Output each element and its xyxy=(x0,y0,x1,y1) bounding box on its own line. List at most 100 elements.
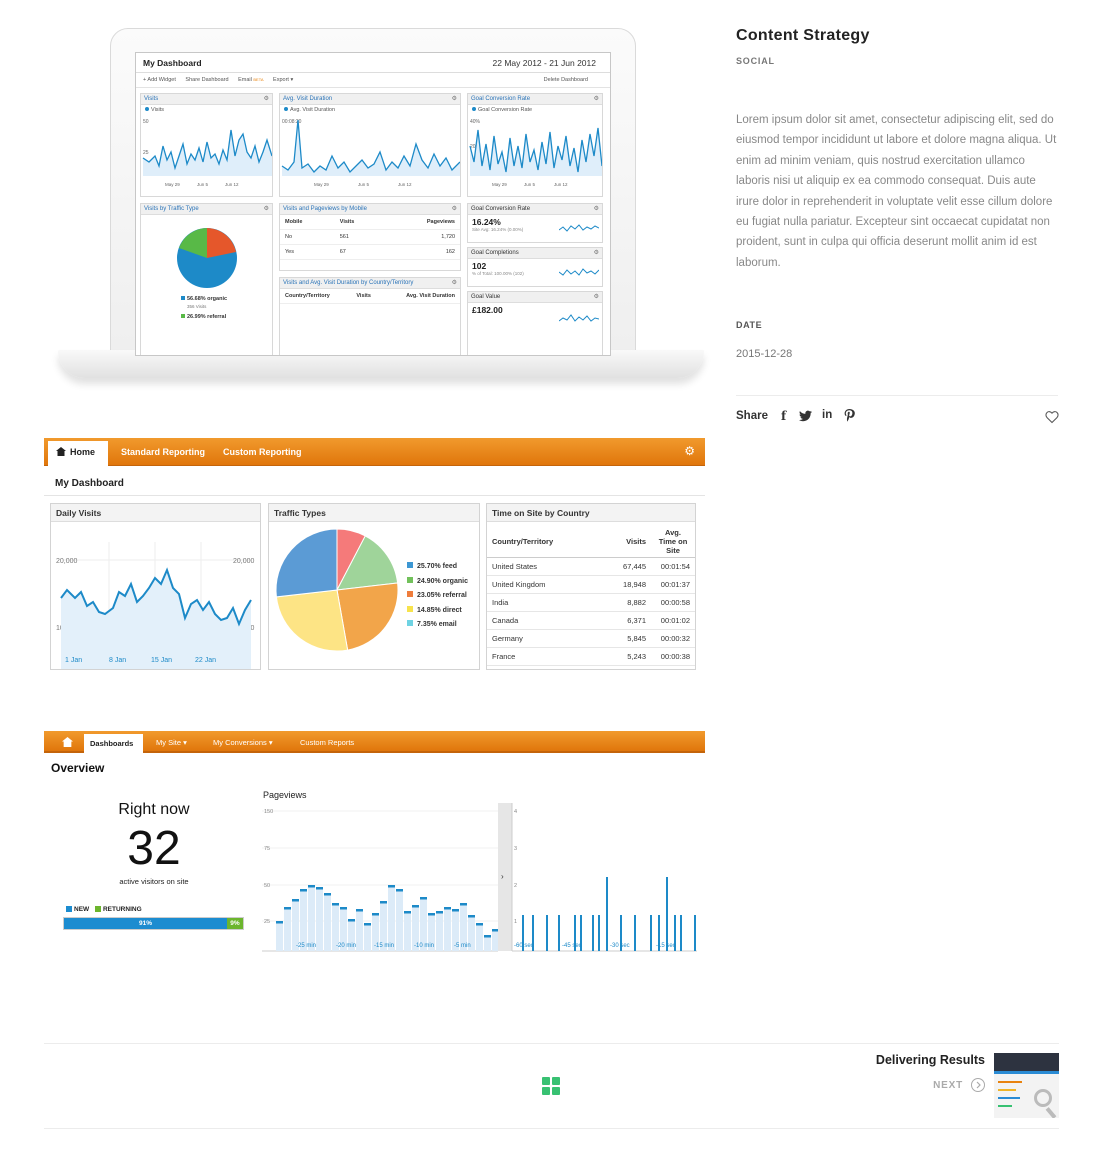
divider xyxy=(44,1128,1059,1129)
home-tab: Home xyxy=(48,441,108,466)
project-description: Lorem ipsum dolor sit amet, consectetur … xyxy=(736,114,1057,269)
pageviews-bar xyxy=(428,913,435,951)
svg-text:00:08:20: 00:08:20 xyxy=(282,119,302,125)
seconds-bar xyxy=(634,915,636,951)
ga-daterange: 22 May 2012 - 21 Jun 2012 xyxy=(492,58,597,68)
next-label[interactable]: NEXT xyxy=(933,1080,963,1091)
kpi-sparkline xyxy=(559,224,599,232)
standard-reporting-link: Standard Reporting xyxy=(121,447,206,457)
pie-slice xyxy=(275,528,338,598)
pageviews-bar xyxy=(444,907,451,951)
pageviews-bar xyxy=(316,887,323,951)
pageviews-bar xyxy=(492,929,499,951)
pageviews-chart: 150 75 50 25 -25 min -20 min -15 min -10… xyxy=(262,803,697,952)
grid-icon[interactable] xyxy=(542,1077,560,1095)
pageviews-bar-cap xyxy=(420,897,427,900)
svg-text:2: 2 xyxy=(514,883,517,889)
my-conversions-link: My Conversions ▾ xyxy=(213,738,273,747)
traffic-types-legend: 25.70% feed 24.90% organic 23.05% referr… xyxy=(407,562,468,635)
pageviews-bar xyxy=(300,889,307,951)
traffic-types-pie xyxy=(275,528,399,652)
svg-text:-5 min: -5 min xyxy=(454,943,471,949)
seconds-bar xyxy=(598,915,600,951)
svg-text:8 Jan: 8 Jan xyxy=(109,657,126,664)
pageviews-label: Pageviews xyxy=(263,790,307,800)
legend-swatch xyxy=(407,591,413,597)
chevron-right-icon[interactable] xyxy=(971,1078,985,1092)
kpi-conversion-widget: Goal Conversion Rate ⚙ 16.24% Site Avg: 1… xyxy=(467,203,603,243)
visits-sparkline: 50 25 May 29 Jun 5 Jun 12 xyxy=(142,119,272,187)
seconds-bar xyxy=(606,877,608,951)
project-category[interactable]: SOCIAL xyxy=(736,56,775,66)
visits-widget: Visits ⚙ Visits 50 25 May 29 Jun 5 Jun 12 xyxy=(140,93,273,197)
legend-swatch xyxy=(407,605,413,612)
add-widget-label: + Add Widget xyxy=(143,77,176,83)
twitter-icon[interactable] xyxy=(799,410,812,422)
daily-visits-chart: 20,000 10,000 20,000 10,000 1 Jan 8 Jan … xyxy=(56,542,255,669)
country-widget: Visits and Avg. Visit Duration by Countr… xyxy=(279,277,461,355)
traffic-type-widget: Visits by Traffic Type ⚙ 56.68% organic 3… xyxy=(140,203,273,355)
next-project-title[interactable]: Delivering Results xyxy=(875,1053,985,1067)
table-row: United States 67,445 00:01:54 xyxy=(487,557,695,576)
pageviews-bar xyxy=(324,893,331,951)
traffic-types-title: Traffic Types xyxy=(269,504,479,522)
traffic-mini-legend-1: 56.68% organic xyxy=(181,296,227,302)
svg-text:-20 min: -20 min xyxy=(336,943,356,949)
pageviews-bar xyxy=(348,919,355,951)
heart-icon[interactable] xyxy=(1045,410,1059,424)
pageviews-bar xyxy=(476,923,483,951)
legend-item: 7.35% email xyxy=(407,620,468,635)
pageviews-bar xyxy=(412,905,419,951)
svg-text:25: 25 xyxy=(143,150,149,156)
svg-text:40%: 40% xyxy=(470,119,481,125)
facebook-icon[interactable]: f xyxy=(781,409,787,423)
kpi-completions-title: Goal Completions xyxy=(471,250,519,256)
date-label: DATE xyxy=(736,320,763,330)
realtime-nav-bar: Dashboards My Site ▾ My Conversions ▾ Cu… xyxy=(44,731,705,753)
duration-legend: Avg. Visit Duration xyxy=(280,105,460,115)
table-row: Yes 67 162 xyxy=(280,244,460,260)
mobile-table: Mobile Visits Pageviews No 561 1,720 Yes 67 16… xyxy=(280,215,460,260)
pageviews-bar xyxy=(460,903,467,951)
svg-text:-60 sec: -60 sec xyxy=(514,943,534,949)
traffic-mini-pie xyxy=(177,228,237,288)
pageviews-bar xyxy=(356,909,363,951)
svg-text:-15 min: -15 min xyxy=(374,943,394,949)
table-row: United Kingdom 18,948 00:01:37 xyxy=(487,575,695,594)
seconds-bar xyxy=(574,915,576,951)
seconds-bar xyxy=(658,915,660,951)
kpi-conversion-value: 16.24% xyxy=(472,217,501,227)
active-visitors-label: active visitors on site xyxy=(119,877,189,886)
goal-conversion-widget: Goal Conversion Rate ⚙ Goal Conversion Ra… xyxy=(467,93,603,197)
laptop-screen: My Dashboard 22 May 2012 - 21 Jun 2012 +… xyxy=(135,52,611,356)
svg-text:50: 50 xyxy=(264,883,270,889)
pageviews-bar xyxy=(436,911,443,951)
pageviews-bar-cap xyxy=(332,903,339,906)
svg-text:22 Jan: 22 Jan xyxy=(195,657,216,664)
pageviews-bar xyxy=(484,935,491,951)
next-project-thumbnail[interactable] xyxy=(994,1053,1059,1118)
pageviews-bar-cap xyxy=(460,903,467,906)
daily-visits-panel: Daily Visits 20,000 10,000 20,000 10,000… xyxy=(50,503,261,670)
svg-text:1 Jan: 1 Jan xyxy=(65,657,82,664)
linkedin-icon[interactable]: in xyxy=(822,409,833,421)
pageviews-bar-cap xyxy=(452,909,459,912)
svg-text:-15 sec: -15 sec xyxy=(656,943,676,949)
divider xyxy=(736,395,1058,396)
pageviews-bar-cap xyxy=(404,911,411,914)
pageviews-bar-cap xyxy=(412,905,419,908)
gear-icon: ⚙ xyxy=(593,294,599,300)
pageviews-bar xyxy=(468,915,475,951)
country-widget-title: Visits and Avg. Visit Duration by Countr… xyxy=(283,280,414,286)
kpi-goal-value: £182.00 xyxy=(472,305,503,315)
traffic-widget-title: Visits by Traffic Type xyxy=(144,206,199,212)
time-on-site-table: Country/Territory Visits Avg. Time on Si… xyxy=(487,526,695,666)
my-site-link: My Site ▾ xyxy=(156,738,187,747)
seconds-bar xyxy=(580,915,582,951)
svg-text:150: 150 xyxy=(264,809,273,815)
svg-text:-10 min: -10 min xyxy=(414,943,434,949)
pinterest-icon[interactable] xyxy=(844,409,855,422)
traffic-mini-legend-2: 26.99% referral xyxy=(181,314,226,320)
kpi-goal-value-widget: Goal Value ⚙ £182.00 xyxy=(467,291,603,355)
email-label: Email BETA xyxy=(238,77,264,83)
